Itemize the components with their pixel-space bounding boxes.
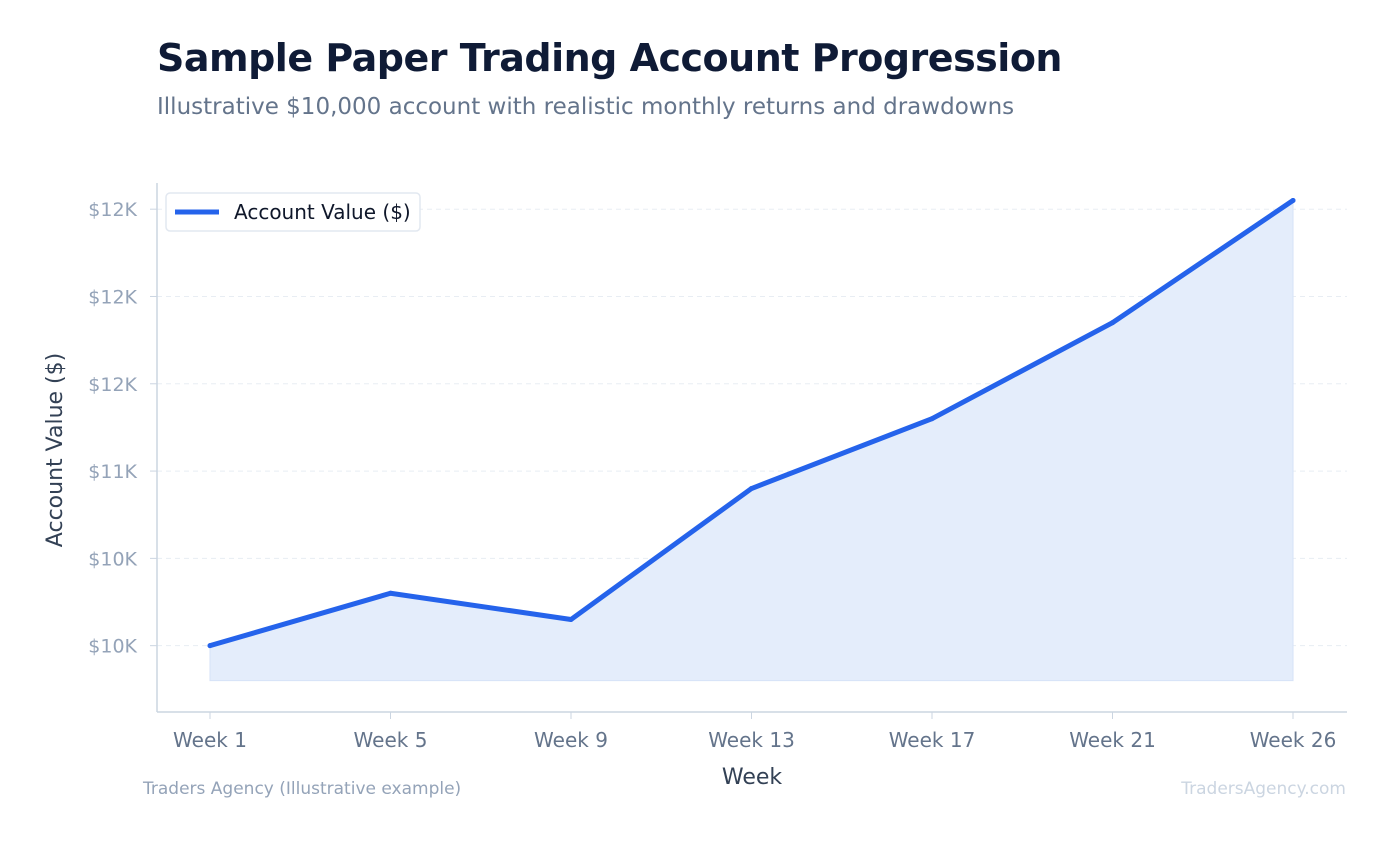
x-axis-label: Week — [722, 765, 783, 790]
x-tick-label: Week 17 — [889, 728, 976, 752]
data-point — [1290, 197, 1296, 203]
chart-title: Sample Paper Trading Account Progression — [157, 36, 1063, 80]
legend: Account Value ($) — [165, 192, 421, 232]
legend-label: Account Value ($) — [234, 200, 411, 224]
x-axis-ticks: Week 1 Week 5 Week 9 Week 13 Week 17 Week 21 W… — [173, 712, 1336, 752]
series-area-fill — [209, 199, 1294, 682]
x-tick-label: Week 21 — [1069, 728, 1156, 752]
y-tick-label: $10K — [88, 636, 137, 658]
x-tick-label: Week 26 — [1250, 728, 1337, 752]
chart-subtitle: Illustrative $10,000 account with realis… — [157, 94, 1015, 120]
data-point — [749, 486, 754, 492]
data-point — [929, 416, 935, 422]
y-tick-label: $11K — [88, 461, 137, 483]
y-tick-label: $12K — [88, 286, 137, 308]
x-tick-label: Week 9 — [534, 728, 608, 752]
x-tick-label: Week 5 — [354, 728, 428, 752]
source-note: Traders Agency (Illustrative example) — [143, 779, 462, 799]
y-axis-label: Account Value ($) — [43, 353, 68, 547]
x-tick-label: Week 1 — [173, 728, 247, 752]
y-tick-label: $10K — [88, 548, 137, 570]
watermark-link[interactable]: TradersAgency.com — [1181, 779, 1346, 799]
data-point — [207, 643, 213, 649]
data-point — [388, 590, 393, 596]
y-axis-ticks: $10K $10K $11K $12K $12K $12K — [88, 199, 157, 658]
y-tick-label: $12K — [88, 374, 137, 396]
x-tick-label: Week 13 — [708, 728, 795, 752]
legend-box — [165, 192, 421, 232]
data-point — [568, 616, 574, 622]
data-point — [1110, 320, 1115, 326]
y-tick-label: $12K — [88, 199, 137, 221]
